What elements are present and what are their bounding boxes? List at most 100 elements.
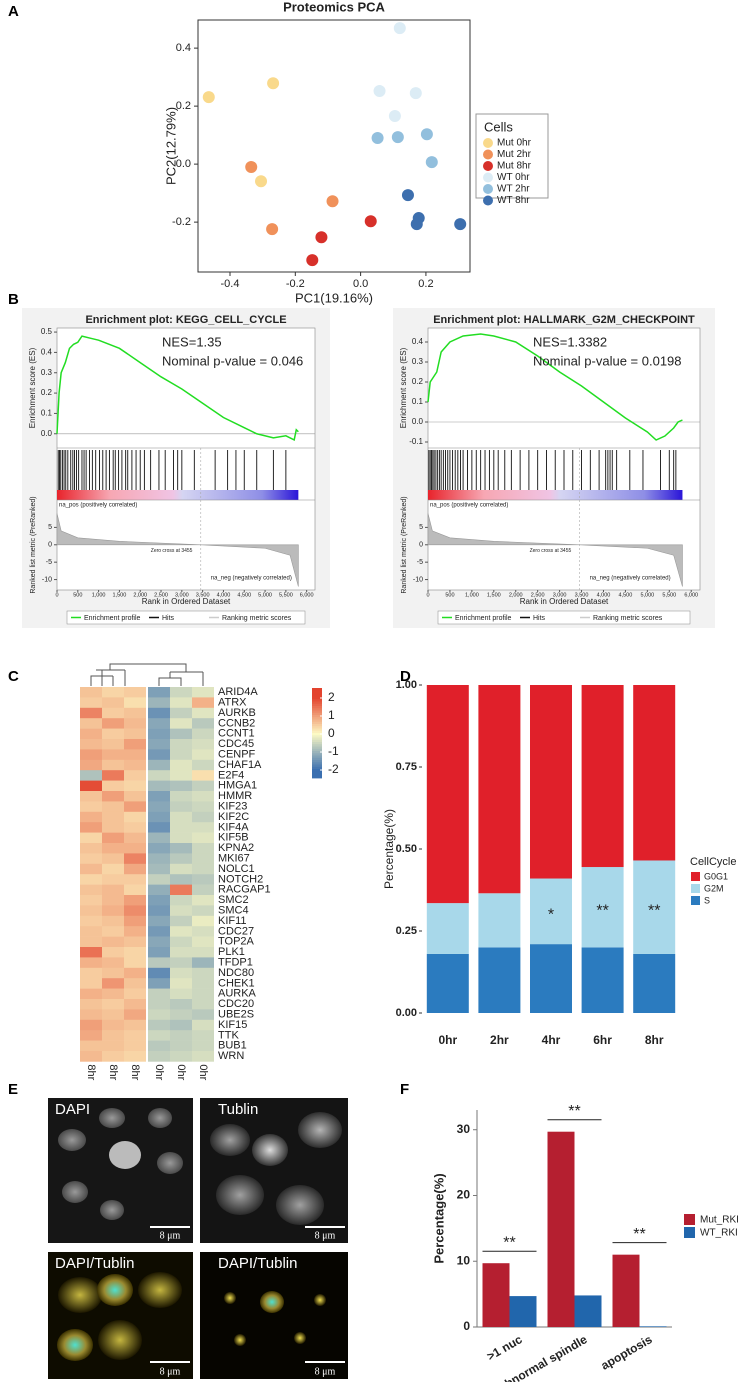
heatmap-cell <box>124 759 146 771</box>
heatmap-cell <box>192 988 214 1000</box>
heatmap-cell <box>102 988 124 1000</box>
heatmap-cell <box>124 728 146 740</box>
heatmap-cell <box>102 822 124 833</box>
column-label: 0hr <box>153 1064 165 1080</box>
heatmap-cell <box>124 770 146 781</box>
heatmap-cell <box>80 843 102 854</box>
point <box>315 231 328 244</box>
heatmap-cell <box>124 957 146 969</box>
x-tick-label: 4,000 <box>597 592 611 598</box>
micrograph-panel: Tublin 8 μm <box>200 1098 348 1243</box>
y-tick-label: 1.00 <box>396 679 417 691</box>
y-tick-label: 0.4 <box>176 42 191 54</box>
heatmap-cell <box>148 749 170 761</box>
x-tick-label: 0hr <box>438 1033 457 1047</box>
bar <box>639 1326 667 1327</box>
heatmap-cell <box>148 822 170 833</box>
point <box>454 218 467 231</box>
x-tick-label: 3,000 <box>175 592 189 598</box>
pvalue-label: Nominal p-value = 0.046 <box>162 353 303 368</box>
heatmap-cell <box>148 687 170 698</box>
heatmap-cell <box>102 926 124 937</box>
y-tick-label: -0.2 <box>172 216 191 228</box>
point <box>393 22 406 35</box>
heatmap-cell <box>148 770 170 781</box>
chart-title: Enrichment plot: HALLMARK_G2M_CHECKPOINT <box>433 314 695 326</box>
legend-label: Enrichment profile <box>84 615 141 622</box>
x-axis-label: Rank in Ordered Dataset <box>520 597 609 606</box>
x-tick-label: 2,000 <box>133 592 147 598</box>
row-label: WRN <box>218 1050 244 1062</box>
heatmap-cell <box>102 967 124 979</box>
legend-label: G2M <box>704 883 724 893</box>
pos-label: na_pos (positively correlated) <box>59 503 137 509</box>
heatmap-cell <box>124 926 146 937</box>
heatmap-cell <box>192 1019 214 1031</box>
heatmap-cell <box>124 749 146 761</box>
heatmap-cell <box>148 874 170 885</box>
heatmap-cell <box>170 1040 192 1052</box>
colorbar-step <box>312 710 322 714</box>
point <box>388 109 401 122</box>
heatmap-cell <box>192 978 214 989</box>
heatmap-cell <box>170 759 192 771</box>
heatmap-cell <box>148 811 170 823</box>
heatmap-cell <box>80 822 102 833</box>
x-tick-label: 6,000 <box>300 592 314 598</box>
panel-letter: C <box>8 668 19 685</box>
heatmap-cell <box>124 707 146 719</box>
legend-swatch <box>691 884 700 893</box>
legend-swatch <box>691 872 700 881</box>
bar-segment <box>478 685 521 894</box>
heatmap-cell <box>192 957 214 969</box>
bar-segment <box>633 860 676 954</box>
y-tick-label: 0 <box>419 542 423 549</box>
heatmap-cell <box>170 749 192 761</box>
heatmap-cell <box>102 874 124 885</box>
heatmap-cell <box>170 978 192 989</box>
row-label: UBE2S <box>218 1009 254 1021</box>
micrograph-panel: DAPI/Tublin 8 μm <box>200 1252 348 1379</box>
heatmap-cell <box>102 697 124 709</box>
colorbar-step <box>312 706 322 709</box>
heatmap-cell <box>124 791 146 802</box>
heatmap-cell <box>192 895 214 906</box>
colorbar-label: 1 <box>328 708 335 722</box>
row-label: BUB1 <box>218 1040 247 1052</box>
heatmap-cell <box>102 739 124 750</box>
heatmap-cell <box>124 780 146 792</box>
heatmap-cell <box>192 728 214 740</box>
colorbar-step <box>312 730 322 734</box>
heatmap-cell <box>148 905 170 917</box>
micrograph-panel: DAPI 8 μm <box>48 1098 193 1243</box>
colorbar-step <box>312 708 322 711</box>
heatmap-cell <box>148 843 170 854</box>
colorbar-step <box>312 753 322 756</box>
heatmap-cell <box>80 718 102 729</box>
heatmap-cell <box>170 915 192 927</box>
row-label: NOLC1 <box>218 863 255 875</box>
heatmap-cell <box>170 967 192 979</box>
dendrogram <box>90 663 204 686</box>
panel-letter: B <box>8 291 19 308</box>
colorbar-step <box>312 717 322 720</box>
heatmap-cell <box>192 884 214 896</box>
heatmap-cell <box>170 926 192 937</box>
colorbar-step <box>312 694 322 698</box>
enrichment-line <box>56 335 299 441</box>
column-label: 8hr <box>129 1064 141 1080</box>
y-tick-label: 0.0 <box>412 417 424 426</box>
heatmap-cell <box>124 915 146 927</box>
heatmap-cell <box>170 770 192 781</box>
bar-segment <box>633 953 676 1013</box>
significance: ** <box>648 902 660 919</box>
colorbar-step <box>312 703 322 707</box>
bar-segment <box>478 947 521 1013</box>
x-tick-label: 1,000 <box>465 592 479 598</box>
point <box>373 85 386 98</box>
heatmap-cell <box>80 926 102 937</box>
heatmap-cell <box>124 1040 146 1052</box>
x-axis-label: PC1(19.16%) <box>295 290 373 305</box>
y-tick-label: -10 <box>42 576 52 583</box>
heatmap-cell <box>148 1040 170 1052</box>
